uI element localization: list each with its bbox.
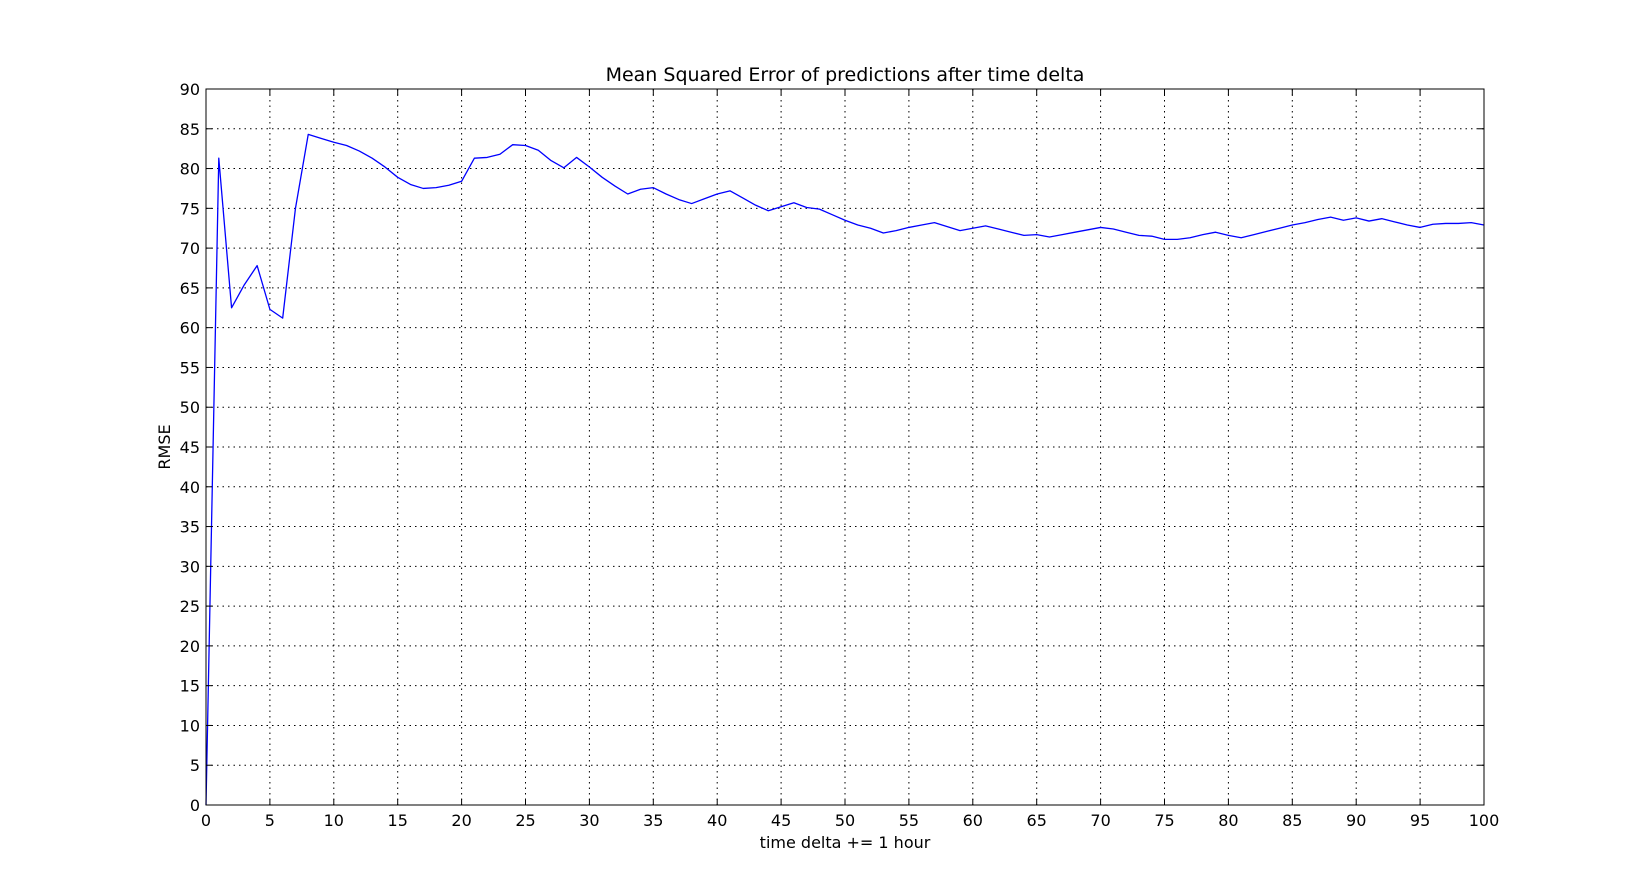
y-tick-label: 45	[180, 438, 200, 457]
x-tick-label: 5	[265, 811, 275, 830]
y-tick-label: 85	[180, 120, 200, 139]
y-tick-label: 55	[180, 358, 200, 377]
x-tick-label: 35	[643, 811, 663, 830]
chart-title: Mean Squared Error of predictions after …	[606, 64, 1085, 86]
y-tick-label: 30	[180, 557, 200, 576]
x-tick-label: 95	[1410, 811, 1430, 830]
series-layer	[205, 133, 1485, 806]
y-tick-label: 5	[190, 756, 200, 775]
y-tick-label: 10	[180, 716, 200, 735]
x-tick-label: 20	[451, 811, 471, 830]
x-tick-label: 55	[899, 811, 919, 830]
x-tick-label: 0	[201, 811, 211, 830]
x-tick-label: 45	[771, 811, 791, 830]
y-tick-label: 80	[180, 160, 200, 179]
x-tick-label: 100	[1469, 811, 1500, 830]
x-tick-label: 75	[1154, 811, 1174, 830]
x-tick-label: 50	[835, 811, 855, 830]
y-tick-label: 70	[180, 239, 200, 258]
y-tick-label: 50	[180, 398, 200, 417]
x-tick-label: 80	[1218, 811, 1238, 830]
y-tick-label: 15	[180, 677, 200, 696]
x-tick-label: 85	[1282, 811, 1302, 830]
y-tick-label: 60	[180, 319, 200, 338]
x-tick-labels: 0 5 10 15 20 25 30 35 40 45 50 55 60 65 70 75 80 85 90 95 10…	[201, 811, 1499, 830]
x-tick-label: 40	[707, 811, 727, 830]
y-tick-label: 65	[180, 279, 200, 298]
tick-marks	[205, 88, 1485, 806]
y-tick-label: 20	[180, 637, 200, 656]
x-tick-label: 10	[324, 811, 344, 830]
x-tick-label: 60	[963, 811, 983, 830]
x-tick-label: 65	[1027, 811, 1047, 830]
x-tick-label: 90	[1346, 811, 1366, 830]
y-axis-label: RMSE	[155, 424, 174, 469]
x-tick-label: 30	[579, 811, 599, 830]
y-tick-label: 90	[180, 80, 200, 99]
y-tick-label: 40	[180, 478, 200, 497]
y-tick-label: 35	[180, 518, 200, 537]
y-tick-label: 0	[190, 796, 200, 815]
y-tick-labels: 0 5 10 15 20 25 30 35 40 45 50 55 60 65 70 75 80 85 90	[180, 80, 200, 815]
x-tick-label: 15	[388, 811, 408, 830]
x-axis-label: time delta += 1 hour	[760, 833, 931, 852]
x-tick-label: 25	[515, 811, 535, 830]
y-tick-label: 75	[180, 199, 200, 218]
x-tick-label: 70	[1090, 811, 1110, 830]
y-tick-label: 25	[180, 597, 200, 616]
series-line	[205, 133, 1485, 806]
